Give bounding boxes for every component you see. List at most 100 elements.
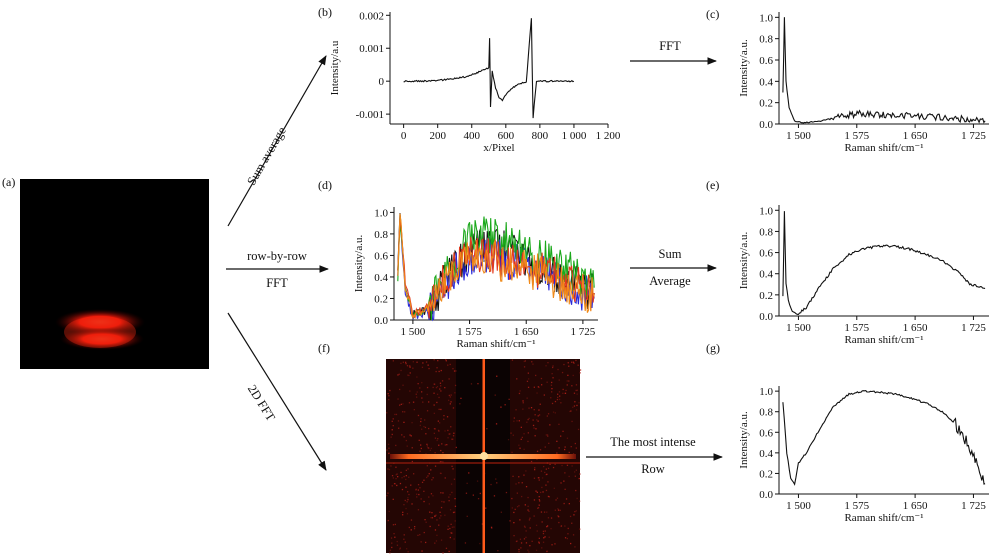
noise-dot (530, 407, 533, 409)
x-tick-label: 1 500 (786, 322, 811, 334)
noise-dot (438, 408, 440, 410)
noise-dot (399, 388, 401, 391)
chart-e: 1 500 1 575 1 650 1 725 0.0 0.2 0.4 0.6 0.8 1.0 Ra… (738, 205, 989, 346)
x-tick-label: 1 575 (844, 322, 869, 334)
noise-dot (425, 541, 427, 544)
noise-dot (453, 526, 455, 528)
noise-dot (511, 359, 514, 361)
x-tick-label: 200 (429, 130, 446, 142)
y-tick-label: 0.2 (759, 98, 773, 110)
noise-dot (409, 366, 411, 368)
noise-dot (548, 442, 550, 444)
noise-dot (523, 525, 526, 527)
noise-dot (405, 361, 407, 363)
noise-dot (454, 498, 456, 500)
noise-dot (523, 360, 525, 363)
noise-dot (429, 449, 431, 451)
noise-dot (532, 363, 534, 365)
noise-dot (495, 423, 498, 425)
noise-dot (578, 477, 580, 480)
noise-dot (520, 438, 522, 440)
noise-dot (520, 542, 523, 544)
noise-dot (530, 460, 533, 463)
noise-dot (547, 362, 549, 364)
label-sum: Sum (659, 247, 682, 261)
noise-dot (520, 547, 522, 549)
noise-dot (564, 446, 566, 448)
noise-dot (411, 460, 413, 463)
noise-dot (439, 472, 442, 474)
noise-dot (544, 446, 546, 448)
x-tick-label: 1 650 (903, 130, 928, 142)
noise-dot (534, 467, 536, 469)
noise-dot (545, 489, 548, 492)
noise-dot (431, 517, 434, 519)
noise-dot (421, 366, 424, 368)
noise-dot (556, 497, 559, 499)
noise-dot (445, 547, 448, 549)
noise-dot (552, 466, 555, 469)
noise-dot (579, 369, 582, 371)
noise-dot (395, 466, 397, 468)
noise-dot (564, 525, 566, 527)
noise-dot (424, 419, 426, 421)
noise-dot (440, 472, 442, 475)
noise-dot (575, 510, 577, 512)
noise-dot (511, 451, 513, 453)
noise-dot (518, 444, 520, 446)
noise-dot (563, 363, 565, 366)
noise-dot (407, 491, 409, 493)
noise-dot (570, 446, 572, 448)
series-line (782, 211, 986, 315)
noise-dot (440, 390, 442, 392)
noise-dot (538, 537, 540, 539)
noise-dot (559, 395, 561, 397)
noise-dot (524, 526, 526, 528)
noise-dot (451, 491, 453, 494)
noise-dot (569, 515, 572, 518)
noise-dot (428, 427, 430, 430)
noise-dot (402, 384, 404, 386)
noise-dot (447, 437, 449, 439)
noise-dot (394, 413, 396, 416)
noise-dot (538, 541, 540, 543)
noise-dot (399, 548, 401, 550)
noise-dot (449, 536, 451, 539)
noise-dot (419, 487, 421, 489)
y-tick-label: 0.0 (759, 489, 773, 501)
arrows-group (226, 55, 723, 471)
noise-dot (387, 468, 389, 470)
noise-dot (391, 429, 393, 431)
noise-dot (510, 432, 512, 434)
noise-dot (435, 370, 437, 373)
noise-dot (547, 481, 549, 483)
x-tick-label: 1 575 (844, 130, 869, 142)
noise-dot (563, 480, 565, 482)
noise-dot (449, 363, 451, 366)
noise-dot (396, 544, 399, 546)
noise-dot (392, 477, 394, 479)
label-row: Row (641, 462, 665, 476)
y-axis-label: Intensity/a.u. (738, 39, 750, 97)
noise-dot (574, 546, 576, 548)
x-tick-label: 1 725 (961, 500, 986, 512)
noise-dot (538, 542, 540, 544)
noise-dot (400, 362, 402, 364)
y-axis-label: Intensity/a.u. (738, 411, 750, 469)
y-tick-label: 0.8 (759, 34, 773, 46)
noise-dot (523, 433, 525, 435)
noise-dot (516, 420, 518, 422)
noise-dot (535, 428, 537, 430)
noise-dot (470, 383, 473, 385)
noise-dot (452, 407, 455, 409)
noise-dot (416, 376, 418, 378)
noise-dot (399, 547, 401, 549)
noise-dot (541, 547, 543, 549)
noise-dot (421, 391, 423, 393)
noise-dot (518, 392, 521, 395)
noise-dot (413, 528, 416, 530)
noise-dot (521, 436, 523, 439)
noise-dot (420, 444, 422, 446)
noise-dot (538, 479, 540, 481)
noise-dot (538, 499, 540, 501)
